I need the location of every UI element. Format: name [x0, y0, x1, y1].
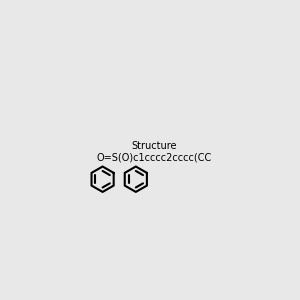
Text: Structure
O=S(O)c1cccc2cccc(CC: Structure O=S(O)c1cccc2cccc(CC: [96, 141, 212, 162]
